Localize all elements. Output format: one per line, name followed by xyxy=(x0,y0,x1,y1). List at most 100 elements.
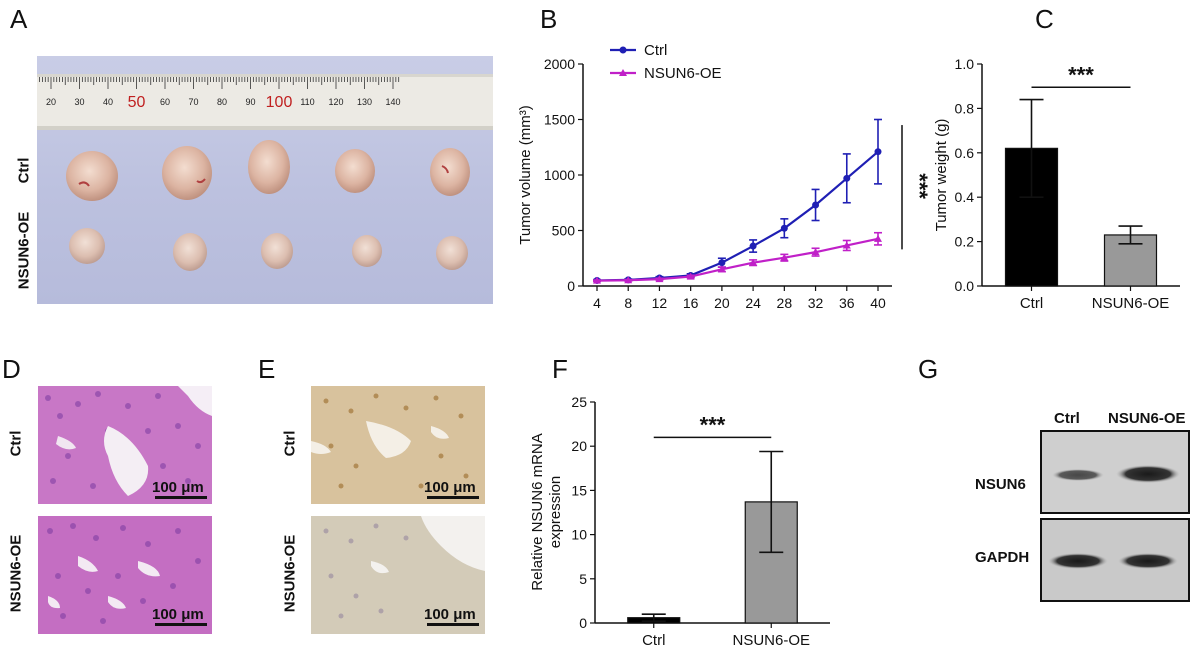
data-point xyxy=(811,248,820,256)
tumors-ctrl xyxy=(66,140,470,201)
data-point xyxy=(717,265,726,273)
y-tick-label: 0.2 xyxy=(955,234,975,250)
scale-bar-d-nsun6-oe xyxy=(155,623,207,626)
data-point xyxy=(780,253,789,261)
row-label-nsun6-oe-e: NSUN6-OE xyxy=(281,534,299,613)
ruler-label: 90 xyxy=(245,97,255,107)
tumors-nsun6-oe xyxy=(69,228,468,271)
x-tick-label: 28 xyxy=(777,295,793,311)
y-tick-label: 0 xyxy=(579,615,587,631)
x-tick-label: 40 xyxy=(870,295,886,311)
panel-label-c: C xyxy=(1035,4,1054,34)
x-tick-label: 36 xyxy=(839,295,855,311)
data-point xyxy=(749,242,757,250)
significance-label: *** xyxy=(1068,62,1094,87)
data-point xyxy=(593,276,601,284)
scale-label-e-nsun6-oe: 100 μm xyxy=(424,606,476,623)
y-tick-label: 500 xyxy=(552,223,576,239)
y-tick-label: 0.0 xyxy=(955,278,975,294)
data-point xyxy=(749,258,758,266)
lane-label-nsun6-oe: NSUN6-OE xyxy=(1108,410,1186,427)
x-tick-label: 4 xyxy=(593,295,601,311)
row-label-ctrl-a: Ctrl xyxy=(15,157,33,184)
y-axis-label: Tumor weight (g) xyxy=(933,119,950,232)
scale-bar-e-ctrl xyxy=(427,496,479,499)
panel-label-f: F xyxy=(552,354,568,384)
x-tick-label: NSUN6-OE xyxy=(732,632,810,649)
y-tick-label: 0.4 xyxy=(955,189,975,205)
ihc-image-ctrl xyxy=(311,386,485,504)
panel-label-g: G xyxy=(918,354,939,384)
panel-label-a: A xyxy=(10,4,28,34)
significance-label: *** xyxy=(700,412,726,437)
y-tick-label: 1000 xyxy=(544,167,575,183)
western-blot xyxy=(1040,430,1190,602)
scale-bar-d-ctrl xyxy=(155,496,207,499)
ruler-label: 30 xyxy=(74,97,84,107)
mrna-expression-chart: 0 5 10 15 20 25 Ctrl NSUN6-OE Relative NSUN6 mRN… xyxy=(529,394,830,649)
lane-label-ctrl: Ctrl xyxy=(1054,410,1080,427)
series-line xyxy=(596,237,879,282)
tumor-volume-chart: 0 500 1000 1500 2000 4 8 12 16 20 24 28 32 36 40 Tumor … xyxy=(517,42,930,311)
series-line xyxy=(596,150,879,282)
ruler-ticks xyxy=(39,77,400,89)
ihc-image-nsun6-oe xyxy=(311,516,485,634)
data-point xyxy=(812,201,820,209)
ruler-label: 140 xyxy=(385,97,400,107)
ruler-label: 40 xyxy=(103,97,113,107)
data-point xyxy=(686,272,695,280)
ruler-label: 80 xyxy=(217,97,227,107)
y-tick-label: 15 xyxy=(571,482,587,498)
tumor-photo: 20 30 40 50 60 70 80 90 100 110 120 130 140 xyxy=(37,56,493,304)
row-label-nsun6-oe-d: NSUN6-OE xyxy=(7,534,25,613)
x-tick-label: NSUN6-OE xyxy=(1092,295,1170,312)
tumor-weight-chart: 0.0 0.2 0.4 0.6 0.8 1.0 Ctrl NSUN6-OE Tumor weig… xyxy=(933,56,1180,312)
x-tick-label: 16 xyxy=(683,295,699,311)
scale-label-e-ctrl: 100 μm xyxy=(424,479,476,496)
data-point xyxy=(780,224,788,232)
ruler-label: 100 xyxy=(266,94,293,111)
x-tick-label: 32 xyxy=(808,295,824,311)
x-tick-label: 20 xyxy=(714,295,730,311)
ruler-label: 110 xyxy=(300,97,314,107)
row-label-nsun6-oe-a: NSUN6-OE xyxy=(15,211,33,290)
x-tick-label: Ctrl xyxy=(642,632,665,649)
y-axis-label: expression xyxy=(547,476,564,549)
data-point xyxy=(842,241,851,249)
he-image-ctrl xyxy=(38,386,212,504)
x-tick-label: Ctrl xyxy=(1020,295,1043,312)
ruler-label: 70 xyxy=(188,97,198,107)
ruler-label: 50 xyxy=(128,94,146,111)
data-point xyxy=(624,276,633,284)
y-tick-label: 10 xyxy=(571,527,587,543)
row-label-ctrl-e: Ctrl xyxy=(281,430,299,457)
band-gapdh-ctrl xyxy=(1048,553,1108,569)
band-nsun6-ctrl xyxy=(1052,469,1104,481)
y-axis-label: Relative NSUN6 mRNA xyxy=(529,433,546,591)
band-label-gapdh: GAPDH xyxy=(975,549,1030,566)
y-tick-label: 20 xyxy=(571,438,587,454)
ruler-label: 130 xyxy=(357,97,372,107)
band-nsun6-oe xyxy=(1116,465,1180,483)
band-gapdh-oe xyxy=(1118,553,1178,569)
legend-label: NSUN6-OE xyxy=(644,65,722,82)
legend-marker xyxy=(619,69,627,76)
y-tick-label: 0 xyxy=(567,278,575,294)
scale-bar-e-nsun6-oe xyxy=(427,623,479,626)
data-point xyxy=(874,234,882,242)
panel-label-d: D xyxy=(2,354,21,384)
y-tick-label: 2000 xyxy=(544,56,575,72)
row-label-ctrl-d: Ctrl xyxy=(7,430,25,457)
legend-label: Ctrl xyxy=(644,42,667,59)
scale-label-d-ctrl: 100 μm xyxy=(152,479,204,496)
y-tick-label: 5 xyxy=(579,571,587,587)
y-tick-label: 0.6 xyxy=(955,145,975,161)
y-tick-label: 1500 xyxy=(544,112,575,128)
ruler-label: 60 xyxy=(160,97,170,107)
tumor-photo-drawing: 20 30 40 50 60 70 80 90 100 110 120 130 140 xyxy=(37,74,493,271)
he-image-nsun6-oe xyxy=(38,516,212,634)
y-tick-label: 1.0 xyxy=(955,56,975,72)
ruler-label: 20 xyxy=(46,97,56,107)
y-tick-label: 0.8 xyxy=(955,100,975,116)
data-point xyxy=(874,148,882,156)
